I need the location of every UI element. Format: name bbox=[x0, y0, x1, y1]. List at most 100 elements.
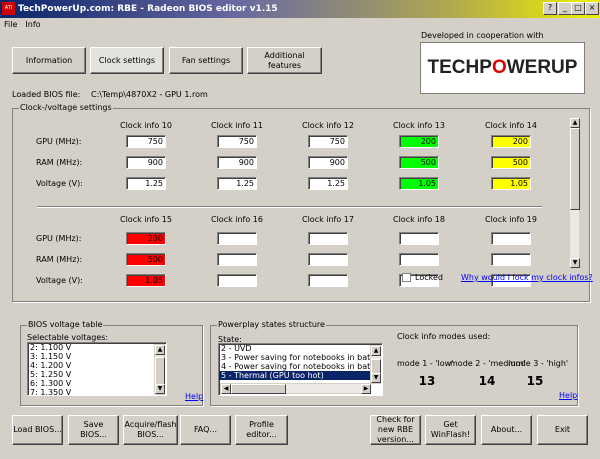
voltage-list-item[interactable]: 6: 1.300 V bbox=[30, 379, 72, 388]
clock-info-header: Clock info 19 bbox=[484, 215, 537, 224]
voltage-list-item[interactable]: 2: 1.100 V bbox=[30, 343, 72, 352]
powerplay-help-link[interactable]: Help bbox=[559, 391, 578, 400]
save-bios-button[interactable]: Save BIOS... bbox=[68, 415, 119, 445]
menu-bar: File Info bbox=[4, 18, 49, 32]
maximize-button[interactable]: □ bbox=[571, 2, 585, 15]
acquire-flash-bios-button[interactable]: Acquire/flash BIOS... bbox=[123, 415, 178, 445]
ram-clock-input[interactable]: 900 bbox=[217, 156, 257, 169]
gpu-clock-input[interactable] bbox=[399, 232, 439, 245]
techpowerup-logo[interactable]: TECHP O WERUP bbox=[420, 42, 585, 94]
minimize-button[interactable]: _ bbox=[558, 2, 572, 15]
voltage-input[interactable] bbox=[217, 274, 257, 287]
ram-clock-input[interactable]: 500 bbox=[399, 156, 439, 169]
scroll-right-icon[interactable]: ▶ bbox=[361, 384, 371, 394]
group-title: BIOS voltage table bbox=[27, 320, 104, 329]
state-list-item[interactable]: 4 - Power saving for notebooks in batter… bbox=[221, 362, 371, 371]
state-listbox[interactable]: 2 - UVD 3 - Power saving for notebooks in… bbox=[218, 343, 383, 396]
ram-clock-input[interactable]: 500 bbox=[126, 253, 166, 266]
scroll-up-icon[interactable]: ▲ bbox=[155, 345, 165, 355]
check-update-button[interactable]: Check for new RBE version... bbox=[370, 415, 421, 445]
ram-clock-input[interactable] bbox=[217, 253, 257, 266]
get-winflash-button[interactable]: Get WinFlash! bbox=[425, 415, 476, 445]
help-window-button[interactable]: ? bbox=[543, 2, 557, 15]
load-bios-button[interactable]: Load BIOS... bbox=[12, 415, 63, 445]
scroll-thumb[interactable] bbox=[570, 128, 580, 210]
ram-clock-input[interactable] bbox=[399, 253, 439, 266]
gpu-clock-input[interactable]: 750 bbox=[217, 135, 257, 148]
selectable-voltages-label: Selectable voltages: bbox=[27, 333, 109, 342]
menu-info[interactable]: Info bbox=[25, 20, 41, 29]
scroll-thumb[interactable] bbox=[371, 359, 381, 374]
voltage-input[interactable]: 1.05 bbox=[491, 177, 531, 190]
state-hscrollbar[interactable]: ◀ ▶ bbox=[220, 383, 371, 394]
scroll-thumb[interactable] bbox=[155, 357, 165, 385]
tab-clock-settings[interactable]: Clock settings bbox=[90, 47, 164, 74]
voltage-list-item[interactable]: 7: 1.350 V bbox=[30, 388, 72, 396]
clock-info-header: Clock info 14 bbox=[484, 121, 537, 130]
row-label: GPU (MHz): bbox=[36, 234, 82, 243]
mode-value: 14 bbox=[478, 374, 496, 388]
ram-clock-input[interactable]: 900 bbox=[308, 156, 348, 169]
voltage-input[interactable]: 1.05 bbox=[126, 274, 166, 287]
voltage-list-item[interactable]: 3: 1.150 V bbox=[30, 352, 72, 361]
voltage-input[interactable]: 1.25 bbox=[126, 177, 166, 190]
ram-clock-input[interactable]: 500 bbox=[491, 156, 531, 169]
modes-label: Clock info modes used: bbox=[397, 332, 491, 341]
clock-info-header: Clock info 16 bbox=[210, 215, 263, 224]
bios-file-label: Loaded BIOS file: bbox=[12, 90, 81, 99]
tab-additional-features[interactable]: Additional features bbox=[247, 47, 322, 74]
scroll-up-icon[interactable]: ▲ bbox=[570, 118, 580, 128]
scroll-down-icon[interactable]: ▼ bbox=[570, 258, 580, 268]
gpu-clock-input[interactable]: 200 bbox=[399, 135, 439, 148]
gpu-clock-input[interactable]: 750 bbox=[308, 135, 348, 148]
exit-button[interactable]: Exit bbox=[537, 415, 588, 445]
faq-button[interactable]: FAQ... bbox=[180, 415, 231, 445]
about-button[interactable]: About... bbox=[481, 415, 532, 445]
state-vscrollbar[interactable]: ▲ ▼ bbox=[370, 345, 381, 384]
gpu-clock-input[interactable] bbox=[308, 232, 348, 245]
menu-file[interactable]: File bbox=[4, 20, 18, 29]
gpu-clock-input[interactable]: 200 bbox=[491, 135, 531, 148]
voltage-input[interactable]: 1.25 bbox=[217, 177, 257, 190]
scroll-down-icon[interactable]: ▼ bbox=[371, 373, 381, 383]
bios-file-path: C:\Temp\4870X2 - GPU 1.rom bbox=[91, 90, 208, 99]
state-list-item[interactable]: 2 - UVD bbox=[221, 344, 252, 353]
voltage-list-item[interactable]: 5: 1.250 V bbox=[30, 370, 72, 379]
state-list-item[interactable]: 5 - Thermal (GPU too hot) bbox=[219, 371, 371, 380]
bios-voltage-group: BIOS voltage table bbox=[20, 320, 203, 406]
tab-information[interactable]: Information bbox=[12, 47, 86, 74]
ati-icon: ATI bbox=[2, 2, 15, 15]
gpu-clock-input[interactable] bbox=[217, 232, 257, 245]
scroll-thumb[interactable] bbox=[231, 384, 286, 394]
clock-scrollbar[interactable]: ▲ ▼ bbox=[569, 117, 580, 269]
state-list-item[interactable]: 3 - Power saving for notebooks in batter… bbox=[221, 353, 371, 362]
locked-checkbox[interactable] bbox=[402, 273, 411, 282]
voltage-input[interactable] bbox=[491, 274, 531, 287]
group-title: Clock-/voltage settings bbox=[19, 103, 113, 112]
scroll-left-icon[interactable]: ◀ bbox=[221, 384, 231, 394]
scroll-up-icon[interactable]: ▲ bbox=[371, 346, 381, 356]
tab-fan-settings[interactable]: Fan settings bbox=[169, 47, 243, 74]
voltage-list-item[interactable]: 4: 1.200 V bbox=[30, 361, 72, 370]
mode-label: mode 3 - 'high' bbox=[508, 359, 569, 368]
voltage-listbox[interactable]: 2: 1.100 V 3: 1.150 V 4: 1.200 V 5: 1.250 V… bbox=[27, 342, 167, 396]
close-button[interactable]: × bbox=[585, 2, 599, 15]
ram-clock-input[interactable] bbox=[308, 253, 348, 266]
mode-label: mode 2 - 'medium' bbox=[450, 359, 526, 368]
gpu-clock-input[interactable]: 750 bbox=[126, 135, 166, 148]
window-title: TechPowerUp.com: RBE - Radeon BIOS edito… bbox=[18, 4, 278, 14]
voltage-scrollbar[interactable]: ▲ ▼ bbox=[154, 344, 165, 395]
gpu-clock-input[interactable] bbox=[491, 232, 531, 245]
clock-info-header: Clock info 15 bbox=[119, 215, 172, 224]
gpu-clock-input[interactable]: 200 bbox=[126, 232, 166, 245]
ram-clock-input[interactable]: 900 bbox=[126, 156, 166, 169]
voltage-input[interactable]: 1.05 bbox=[399, 177, 439, 190]
scroll-down-icon[interactable]: ▼ bbox=[155, 384, 165, 394]
profile-editor-button[interactable]: Profile editor... bbox=[235, 415, 288, 445]
voltage-help-link[interactable]: Help bbox=[185, 392, 204, 401]
row-label: RAM (MHz): bbox=[36, 158, 83, 167]
voltage-input[interactable] bbox=[308, 274, 348, 287]
why-lock-link[interactable]: Why would I lock my clock infos? bbox=[461, 273, 593, 282]
voltage-input[interactable]: 1.25 bbox=[308, 177, 348, 190]
ram-clock-input[interactable] bbox=[491, 253, 531, 266]
